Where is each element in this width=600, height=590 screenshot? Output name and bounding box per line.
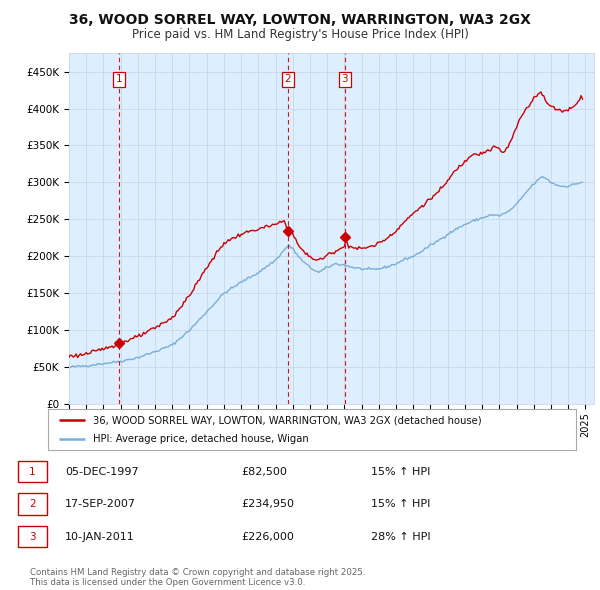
Text: 15% ↑ HPI: 15% ↑ HPI xyxy=(371,499,430,509)
Text: Price paid vs. HM Land Registry's House Price Index (HPI): Price paid vs. HM Land Registry's House … xyxy=(131,28,469,41)
Bar xyxy=(18,526,47,548)
Text: £226,000: £226,000 xyxy=(241,532,294,542)
Text: 2: 2 xyxy=(29,499,36,509)
Text: 3: 3 xyxy=(341,74,348,84)
Text: HPI: Average price, detached house, Wigan: HPI: Average price, detached house, Wiga… xyxy=(93,434,308,444)
Text: 28% ↑ HPI: 28% ↑ HPI xyxy=(371,532,430,542)
Text: 10-JAN-2011: 10-JAN-2011 xyxy=(65,532,134,542)
Text: 15% ↑ HPI: 15% ↑ HPI xyxy=(371,467,430,477)
Text: 1: 1 xyxy=(116,74,122,84)
Text: 36, WOOD SORREL WAY, LOWTON, WARRINGTON, WA3 2GX: 36, WOOD SORREL WAY, LOWTON, WARRINGTON,… xyxy=(69,13,531,27)
Text: 1: 1 xyxy=(29,467,36,477)
Text: £234,950: £234,950 xyxy=(241,499,294,509)
Text: Contains HM Land Registry data © Crown copyright and database right 2025.
This d: Contains HM Land Registry data © Crown c… xyxy=(30,568,365,587)
Bar xyxy=(18,461,47,483)
Text: 05-DEC-1997: 05-DEC-1997 xyxy=(65,467,139,477)
Text: 36, WOOD SORREL WAY, LOWTON, WARRINGTON, WA3 2GX (detached house): 36, WOOD SORREL WAY, LOWTON, WARRINGTON,… xyxy=(93,415,482,425)
Text: 2: 2 xyxy=(284,74,291,84)
Text: £82,500: £82,500 xyxy=(241,467,287,477)
Text: 17-SEP-2007: 17-SEP-2007 xyxy=(65,499,136,509)
Text: 3: 3 xyxy=(29,532,36,542)
Bar xyxy=(18,493,47,515)
